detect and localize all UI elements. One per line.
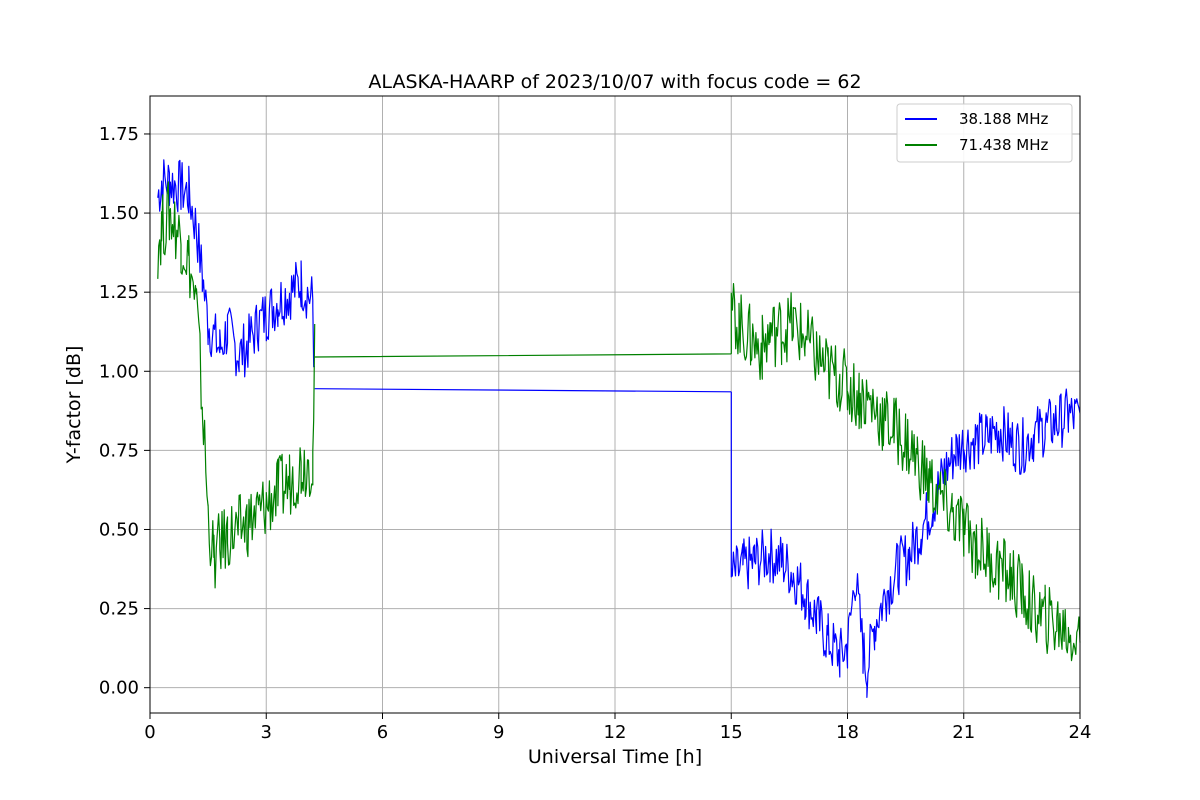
x-axis-label: Universal Time [h]: [528, 746, 702, 768]
x-tick-label: 18: [836, 722, 859, 743]
legend-box: [896, 103, 1073, 163]
x-tick-label: 21: [952, 722, 975, 743]
y-tick-label: 0.25: [99, 599, 139, 620]
y-tick-label: 0.75: [99, 440, 139, 461]
series-line-71mhz: [157, 181, 1081, 662]
x-tick-label: 3: [261, 722, 272, 743]
x-tick-label: 0: [144, 722, 155, 743]
series-line-38mhz: [157, 159, 1081, 698]
legend-label-71mhz: 71.438 MHz: [959, 136, 1048, 154]
y-tick-label: 1.75: [99, 124, 139, 145]
legend: 38.188 MHz 71.438 MHz: [896, 103, 1073, 163]
x-tick-label: 6: [377, 722, 388, 743]
y-tick-label: 1.50: [99, 203, 139, 224]
x-tick-label: 12: [604, 722, 627, 743]
legend-label-38mhz: 38.188 MHz: [959, 110, 1048, 128]
y-tick-label: 0.00: [99, 678, 139, 699]
series-layer: [157, 159, 1081, 698]
chart-title: ALASKA-HAARP of 2023/10/07 with focus co…: [368, 71, 861, 93]
y-tick-label: 1.25: [99, 282, 139, 303]
x-tick-label: 15: [720, 722, 743, 743]
ticks: 0 3 6 9 12 15 18 21 24 0.00 0.25 0.50 0.75 1.00 1.25 1.…: [99, 124, 1092, 743]
y-tick-label: 0.50: [99, 519, 139, 540]
x-tick-label: 9: [493, 722, 504, 743]
x-tick-label: 24: [1069, 722, 1092, 743]
y-axis-label: Y-factor [dB]: [63, 346, 85, 465]
y-tick-label: 1.00: [99, 361, 139, 382]
